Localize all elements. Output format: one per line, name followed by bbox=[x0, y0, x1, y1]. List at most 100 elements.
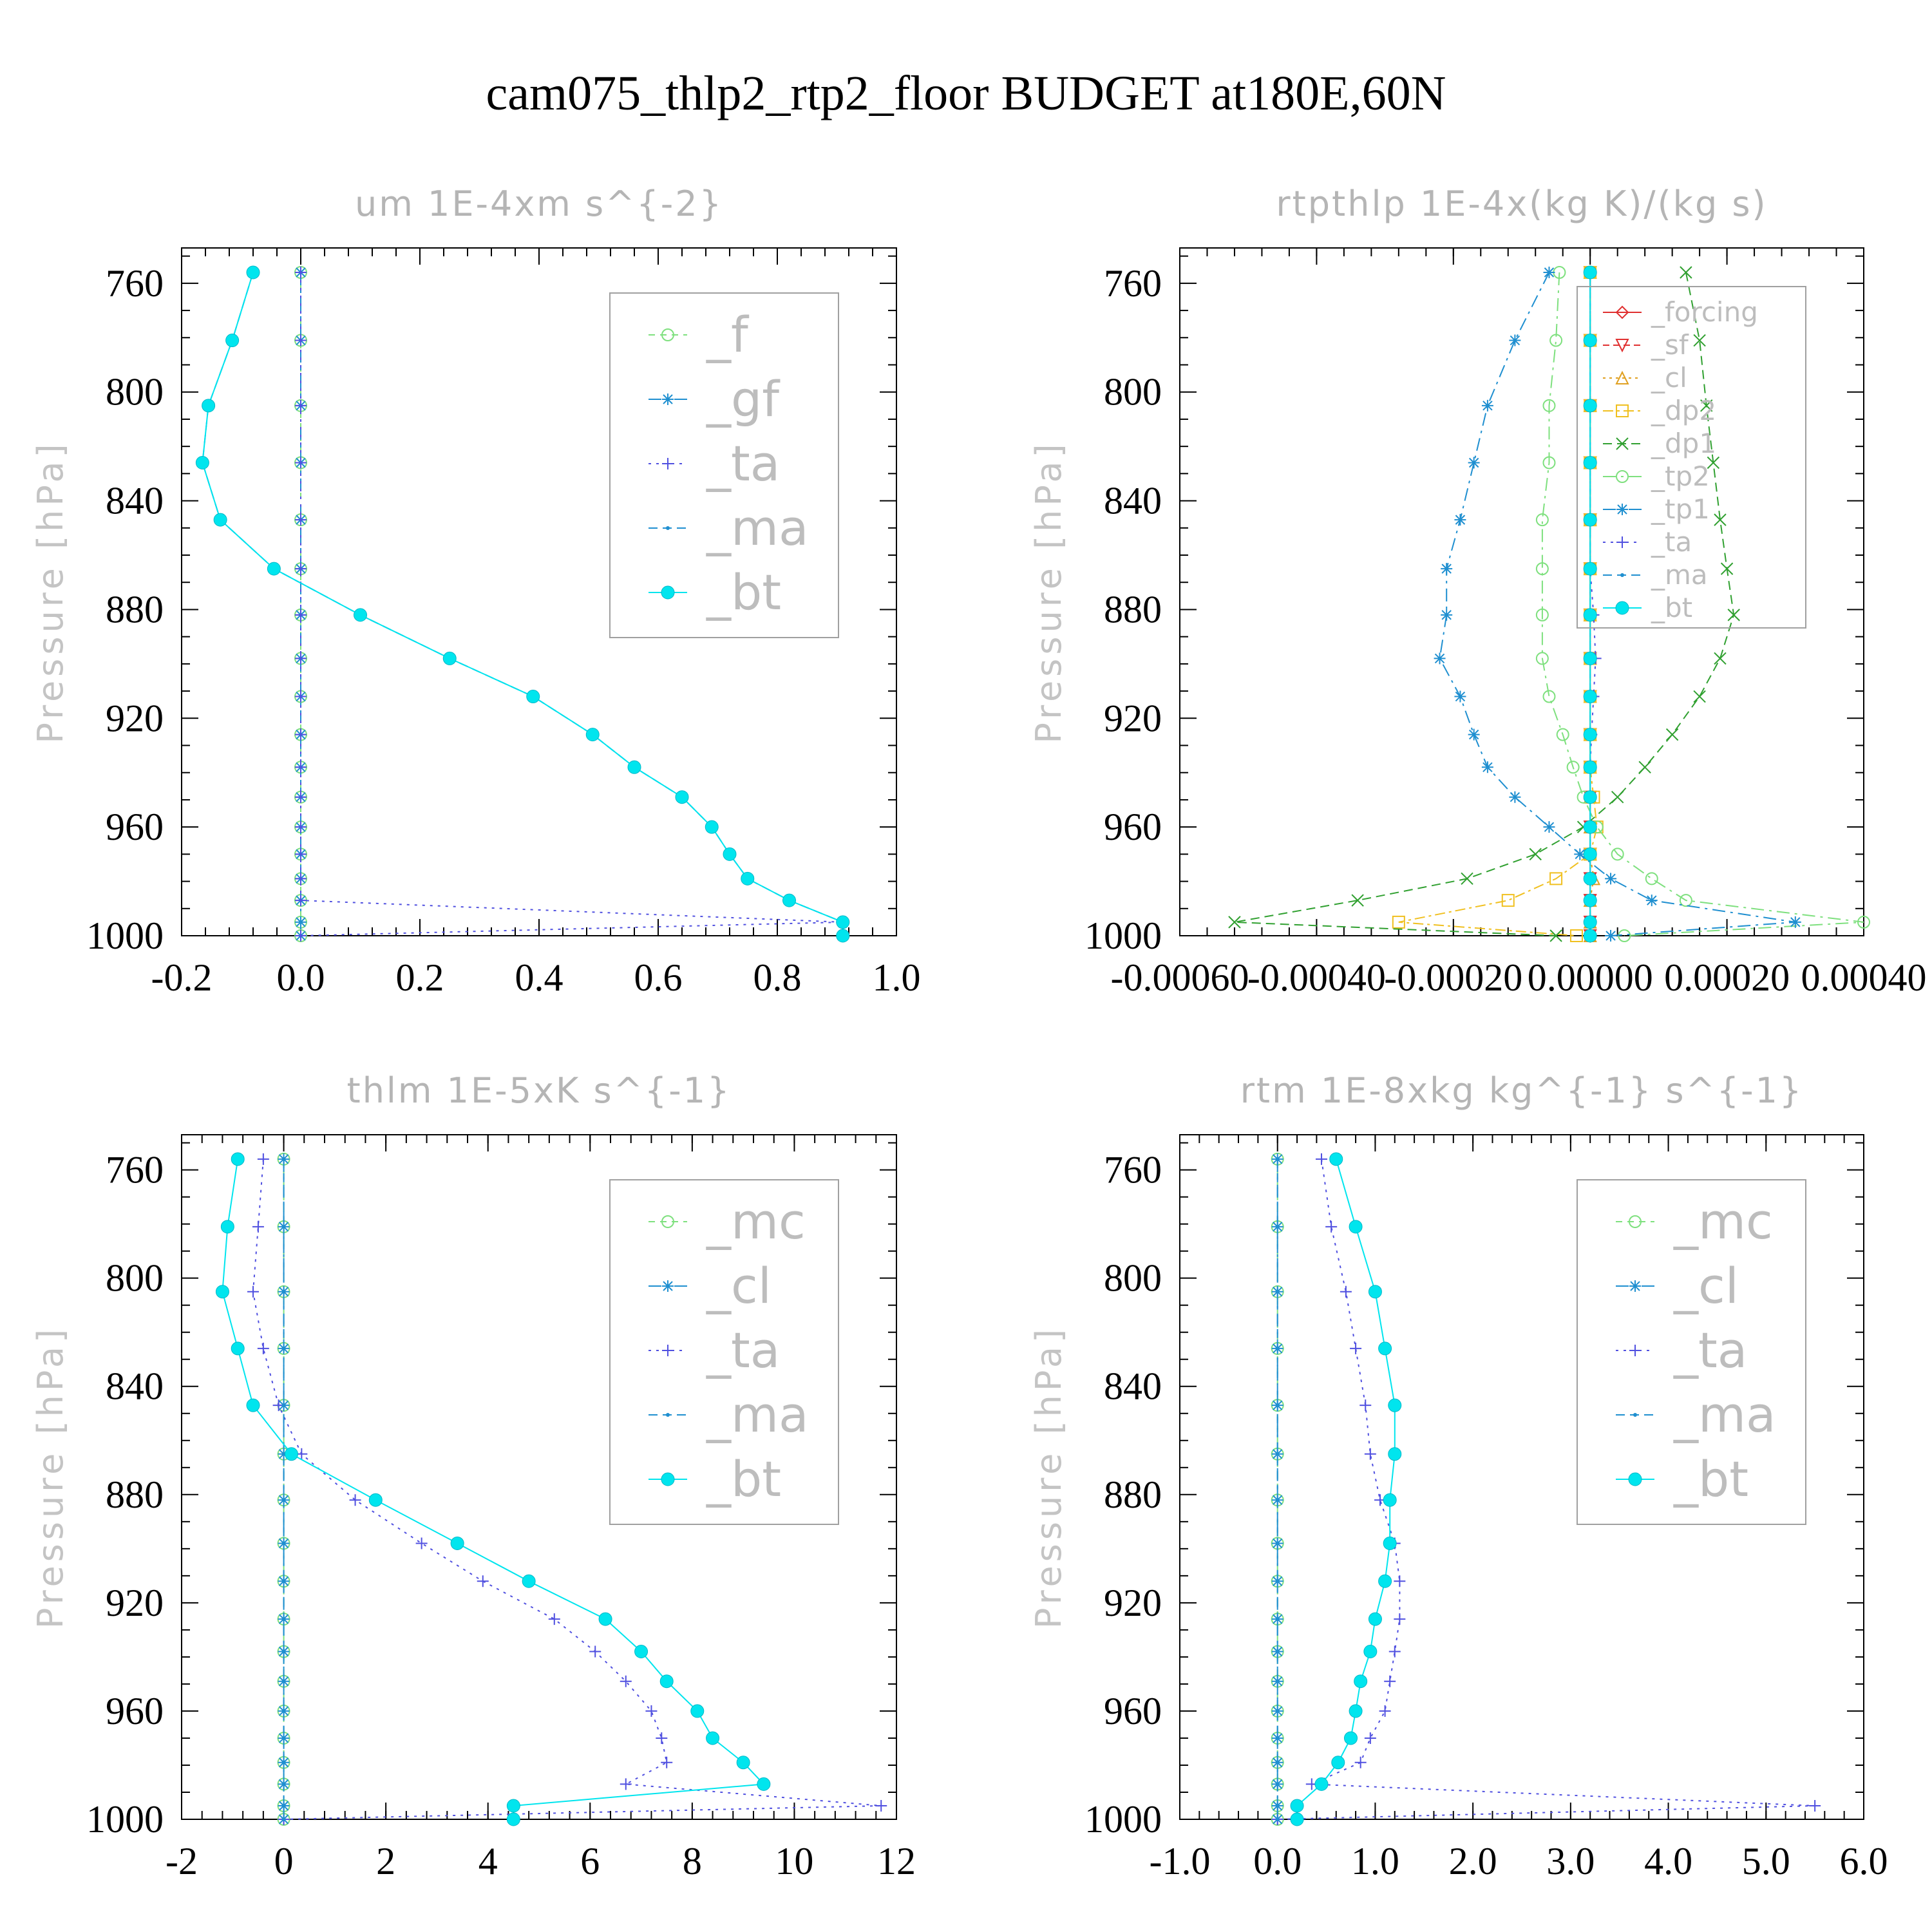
data-point bbox=[1275, 1649, 1280, 1654]
y-tick-label: 920 bbox=[106, 697, 164, 739]
data-point bbox=[1665, 728, 1679, 741]
data-point bbox=[506, 1799, 520, 1813]
data-point bbox=[281, 1289, 286, 1294]
plot-frame bbox=[1179, 247, 1864, 936]
data-point bbox=[295, 895, 307, 907]
data-point bbox=[1542, 690, 1556, 703]
data-point bbox=[1583, 847, 1597, 861]
y-tick-label: 840 bbox=[1104, 480, 1162, 522]
data-point bbox=[1350, 1342, 1362, 1354]
data-point bbox=[634, 1645, 649, 1659]
legend: _forcing_sf_cl_dp2_dp1_tp2_tp1_ta_ma_bt bbox=[1577, 286, 1806, 629]
data-point bbox=[1384, 1675, 1396, 1687]
data-point bbox=[281, 1709, 286, 1713]
x-tick-label: -0.00060 bbox=[1111, 956, 1249, 999]
y-tick-label: 840 bbox=[106, 480, 164, 522]
data-point bbox=[1379, 1705, 1391, 1717]
y-axis-label: Pressure [hPa] bbox=[1028, 440, 1069, 743]
legend-marker bbox=[1629, 1345, 1641, 1356]
data-point bbox=[1314, 1777, 1329, 1791]
data-point bbox=[284, 1447, 298, 1461]
legend-label: _tp2 bbox=[1651, 460, 1710, 492]
data-point bbox=[1542, 456, 1556, 469]
legend-label: _bt bbox=[706, 564, 781, 621]
data-point bbox=[1378, 1341, 1392, 1356]
data-point bbox=[195, 455, 209, 469]
data-point bbox=[295, 848, 307, 860]
data-point bbox=[257, 1153, 269, 1165]
data-point bbox=[1611, 791, 1624, 804]
panel-title: rtm 1E-8xkg kg^{-1} s^{-1} bbox=[1240, 1070, 1804, 1111]
x-tick-label: -0.00020 bbox=[1384, 956, 1522, 999]
data-point bbox=[620, 1778, 632, 1790]
data-point bbox=[281, 1803, 286, 1808]
data-point bbox=[506, 1812, 520, 1826]
data-point bbox=[1569, 929, 1583, 942]
y-tick-label: 760 bbox=[1104, 1149, 1162, 1191]
data-point bbox=[736, 1756, 750, 1770]
legend-marker bbox=[1629, 1280, 1641, 1292]
panel-title: thlm 1E-5xK s^{-1} bbox=[347, 1070, 732, 1111]
legend-label: _ma bbox=[706, 499, 809, 556]
data-point bbox=[295, 791, 307, 803]
data-point bbox=[477, 1575, 489, 1587]
data-point bbox=[1388, 1645, 1401, 1658]
data-point bbox=[620, 1675, 632, 1687]
data-point bbox=[782, 893, 796, 907]
legend-marker bbox=[1629, 1215, 1642, 1228]
data-point bbox=[1275, 1157, 1280, 1161]
y-tick-label: 880 bbox=[1104, 1473, 1162, 1516]
data-point bbox=[1290, 1799, 1304, 1813]
data-point bbox=[741, 871, 755, 886]
data-point bbox=[1481, 761, 1493, 773]
series-bt bbox=[1290, 1152, 1402, 1826]
data-point bbox=[1275, 1289, 1280, 1294]
data-point bbox=[295, 609, 307, 621]
data-point bbox=[1329, 1152, 1343, 1166]
data-point bbox=[1354, 1674, 1368, 1689]
data-point bbox=[281, 1817, 286, 1821]
legend-marker bbox=[1615, 339, 1629, 353]
panel-title: um 1E-4xm s^{-2} bbox=[355, 184, 723, 224]
data-point bbox=[1383, 1493, 1397, 1507]
y-tick-label: 880 bbox=[1104, 588, 1162, 630]
x-tick-label: -0.2 bbox=[151, 956, 213, 999]
data-point bbox=[548, 1613, 560, 1625]
data-point bbox=[295, 652, 307, 665]
legend-marker bbox=[1628, 1472, 1642, 1486]
data-point bbox=[1331, 1756, 1345, 1770]
data-point bbox=[1638, 761, 1651, 773]
series-tp2 bbox=[1535, 265, 1870, 942]
data-point bbox=[1275, 1579, 1280, 1584]
data-point bbox=[231, 1341, 245, 1356]
data-point bbox=[281, 1452, 286, 1456]
legend-marker bbox=[661, 328, 674, 341]
data-point bbox=[354, 608, 367, 622]
legend-label: _forcing bbox=[1651, 296, 1758, 328]
data-point bbox=[1583, 334, 1597, 348]
y-tick-label: 960 bbox=[106, 806, 164, 848]
data-point bbox=[1349, 1220, 1363, 1234]
data-point bbox=[220, 1220, 234, 1234]
data-point bbox=[295, 399, 307, 412]
legend-label: _dp1 bbox=[1651, 428, 1716, 459]
data-point bbox=[1583, 820, 1597, 834]
plot-frame bbox=[1179, 1134, 1864, 1820]
legend-label: _bt bbox=[1673, 1450, 1748, 1508]
data-point bbox=[1509, 334, 1521, 346]
series-gf bbox=[295, 266, 307, 942]
data-point bbox=[295, 821, 307, 833]
legend-marker bbox=[666, 1413, 670, 1417]
data-point bbox=[281, 1498, 286, 1502]
data-point bbox=[1290, 1812, 1304, 1826]
series-ma bbox=[281, 1157, 286, 1821]
data-point bbox=[1359, 1399, 1372, 1412]
y-tick-label: 880 bbox=[106, 1473, 164, 1516]
data-point bbox=[1481, 399, 1493, 412]
data-point bbox=[1461, 872, 1473, 886]
data-point bbox=[1556, 728, 1569, 741]
data-point bbox=[1679, 894, 1692, 907]
data-point bbox=[1315, 1153, 1327, 1165]
data-point bbox=[1693, 690, 1706, 703]
series-ta bbox=[1584, 266, 1602, 942]
